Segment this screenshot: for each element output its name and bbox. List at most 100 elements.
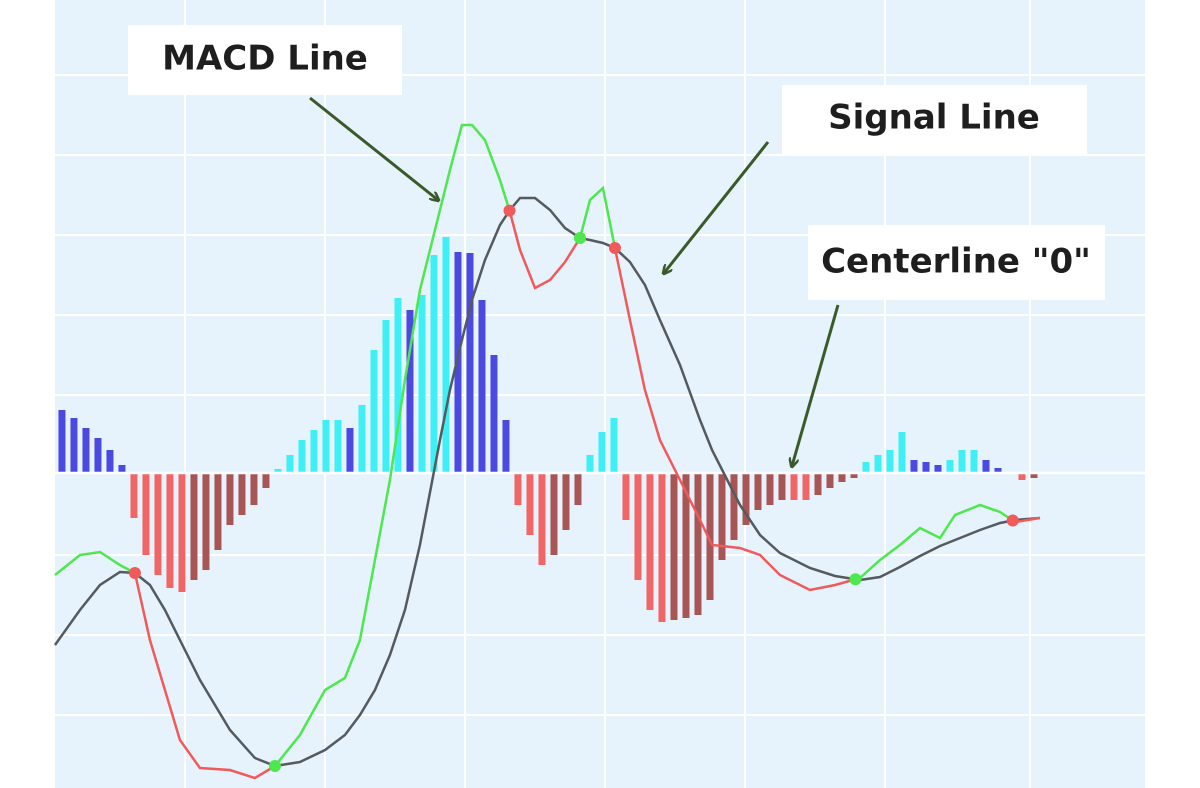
annotation: Centerline "0"	[821, 242, 1091, 282]
histogram-bar	[418, 295, 426, 473]
histogram-bar	[934, 465, 942, 473]
histogram-bar	[358, 405, 366, 473]
histogram-bar	[718, 473, 726, 560]
histogram-bar	[946, 460, 954, 473]
histogram-bar	[802, 473, 810, 500]
histogram-bar	[922, 462, 930, 473]
histogram-bar	[70, 418, 78, 473]
histogram-bar	[826, 473, 834, 488]
arrows	[309, 96, 840, 466]
histogram-bar	[442, 237, 450, 473]
histogram-bar	[838, 473, 846, 482]
histogram-bar	[58, 410, 66, 473]
arrow	[792, 304, 840, 466]
histogram-bar	[82, 428, 90, 473]
macd-line	[1014, 516, 1041, 524]
histogram-bar	[430, 255, 438, 473]
histogram-bar	[670, 473, 678, 620]
annotation-box	[128, 25, 402, 95]
histogram-bar	[346, 428, 354, 473]
histogram-bar	[478, 300, 486, 473]
annotation: Signal Line	[828, 98, 1040, 138]
histogram-bar	[550, 473, 558, 555]
histogram-bar	[250, 473, 258, 505]
histogram-bar	[274, 469, 282, 473]
arrow	[309, 96, 438, 200]
histogram-bar	[106, 450, 114, 473]
histogram-bar	[286, 455, 294, 473]
histogram-bar	[610, 418, 618, 473]
histogram-bar	[850, 473, 858, 478]
histogram-bar	[166, 473, 174, 588]
crossover-dot	[574, 232, 587, 244]
histogram-bar	[370, 350, 378, 473]
histogram-bar	[1018, 473, 1026, 480]
macd-line	[859, 503, 1016, 579]
histogram-bar	[622, 473, 630, 520]
histogram-bar	[694, 473, 702, 615]
arrow	[664, 141, 770, 273]
annotation: MACD Line	[162, 39, 368, 79]
histogram-bar	[514, 473, 522, 505]
histogram-bar	[874, 455, 882, 473]
histogram-bar	[886, 450, 894, 473]
histogram-bar	[898, 432, 906, 473]
histogram-bar	[142, 473, 150, 555]
crossover-dot	[1006, 514, 1019, 527]
histogram-bar	[682, 473, 690, 618]
crossover-dot	[128, 567, 141, 579]
annotation-box	[782, 85, 1087, 155]
macd-line	[54, 550, 136, 576]
histogram-bar	[970, 450, 978, 473]
histogram-bar	[742, 473, 750, 525]
macd-line	[613, 247, 861, 592]
histogram-bar	[94, 438, 102, 473]
histogram-bar	[490, 355, 498, 473]
histogram-bar	[406, 310, 414, 473]
histogram-bar	[790, 473, 798, 500]
histogram-bar	[766, 473, 774, 505]
histogram-bar	[154, 473, 162, 575]
crossover-dot	[503, 204, 516, 217]
crossover-dot	[849, 573, 862, 586]
annotation-box	[808, 225, 1105, 300]
histogram-bar	[994, 468, 1002, 473]
histogram-bar	[130, 473, 138, 518]
histogram-bar	[814, 473, 822, 495]
histogram-bar	[298, 440, 306, 473]
histogram-bar	[466, 253, 474, 473]
histogram-bar	[334, 420, 342, 473]
histogram-bar	[322, 420, 330, 473]
histogram-bar	[586, 455, 594, 473]
histogram-bar	[646, 473, 654, 610]
histogram-bar	[1030, 473, 1038, 478]
histogram-bar	[562, 473, 570, 530]
macd-line	[508, 211, 582, 290]
histogram-bar	[730, 473, 738, 540]
histogram-bar	[910, 460, 918, 473]
crossover-dot	[608, 242, 621, 254]
histogram-bar	[958, 450, 966, 473]
histogram-bar	[706, 473, 714, 600]
histogram-bar	[226, 473, 234, 525]
histogram-bar	[394, 298, 402, 473]
histogram-bar	[526, 473, 534, 535]
histogram-bar	[382, 320, 390, 473]
histogram-bar	[262, 473, 270, 488]
histogram-bar	[574, 473, 582, 505]
histogram-bar	[658, 473, 666, 622]
crossover-dot	[268, 760, 281, 772]
macd-line	[133, 572, 276, 780]
histogram-bar	[538, 473, 546, 565]
histogram-bar	[502, 420, 510, 473]
histogram-bar	[178, 473, 186, 592]
histogram-bar	[118, 465, 126, 473]
histogram-bar	[634, 473, 642, 580]
histogram-bar	[454, 252, 462, 473]
histogram-bar	[862, 462, 870, 473]
histogram-bar	[754, 473, 762, 510]
histogram-bar	[598, 432, 606, 473]
annotations: MACD Line Signal Line Centerline "0"	[128, 25, 1105, 466]
histogram-bar	[982, 460, 990, 473]
